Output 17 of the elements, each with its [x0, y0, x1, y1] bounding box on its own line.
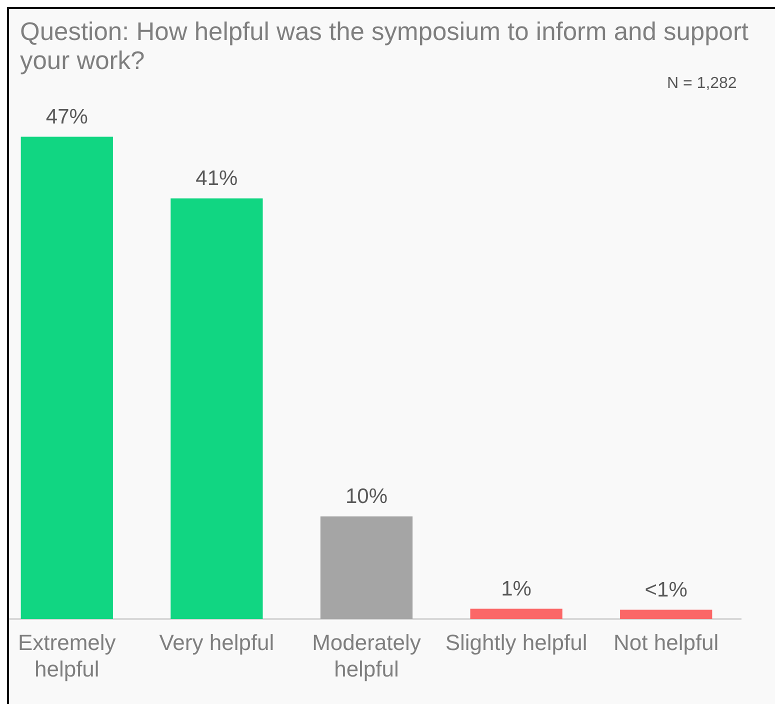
- data-label: 47%: [46, 106, 88, 129]
- text: N = 1,282: [667, 75, 737, 92]
- x-tick-label: Slightly helpful: [445, 630, 588, 656]
- bar: [320, 516, 413, 619]
- bar: [20, 136, 113, 619]
- data-label: <1%: [644, 578, 688, 602]
- x-tick-label: Not helpful: [614, 630, 719, 656]
- x-tick-label: Very helpful: [159, 630, 274, 656]
- bar: [470, 608, 562, 619]
- bar: [620, 610, 712, 619]
- x-tick-label: Moderately helpful: [312, 630, 421, 682]
- bar: [170, 198, 263, 619]
- data-label: 41%: [196, 167, 238, 190]
- x-tick-label: Extremely helpful: [18, 630, 116, 682]
- data-label: 1%: [501, 578, 532, 601]
- chart-title: Question: How helpful was the symposium to inform and support your work?: [20, 18, 749, 74]
- data-label: 10%: [345, 485, 388, 508]
